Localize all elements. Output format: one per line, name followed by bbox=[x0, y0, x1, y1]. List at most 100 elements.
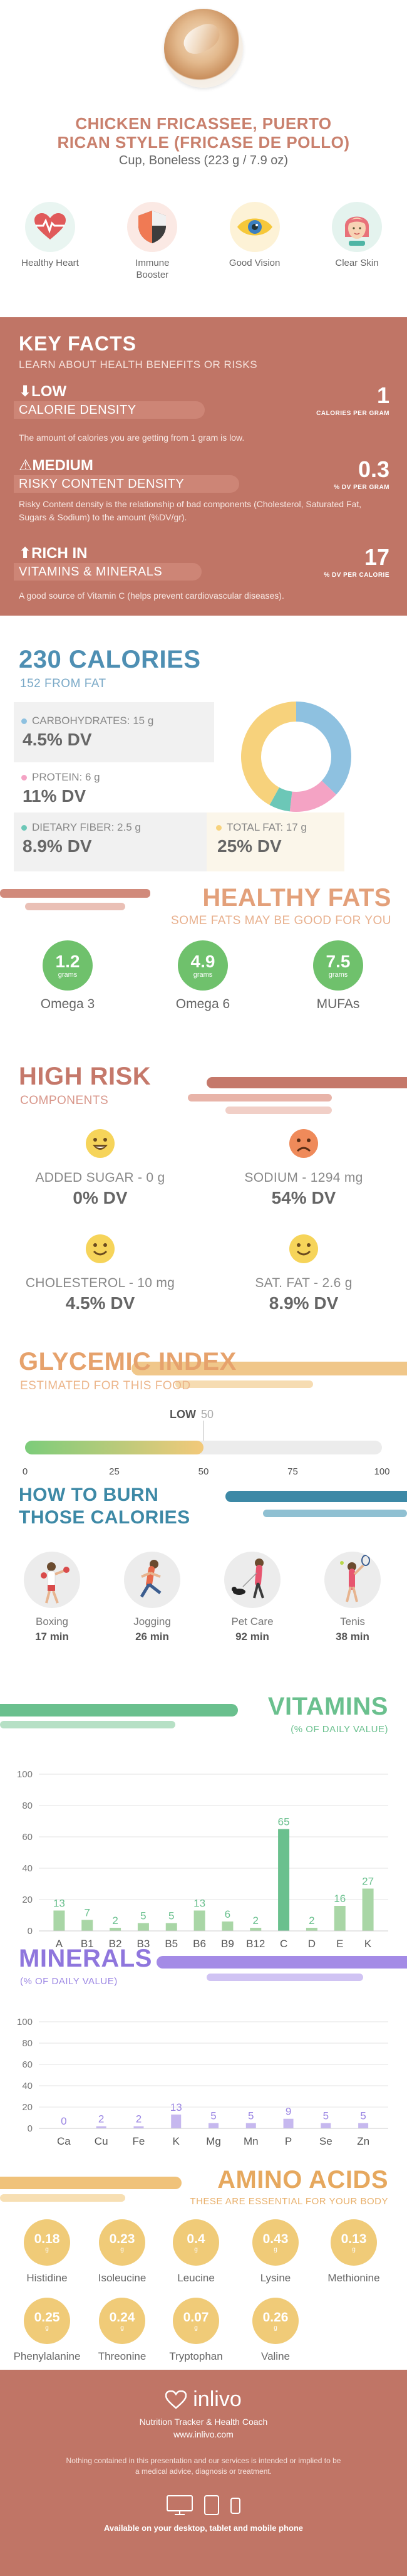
fat-unit: grams bbox=[328, 971, 348, 979]
brand-url[interactable]: www.inlivo.com bbox=[173, 2429, 234, 2439]
fat-value: 4.9 bbox=[190, 952, 215, 971]
y-tick-label: 60 bbox=[22, 2059, 33, 2070]
amino-acids-subtitle: THESE ARE ESSENTIAL FOR YOUR BODY bbox=[190, 2196, 388, 2207]
key-facts-title: KEY FACTS bbox=[19, 332, 137, 355]
y-tick-label: 80 bbox=[22, 1801, 33, 1811]
bar-value-label: 5 bbox=[248, 2110, 254, 2122]
minerals-bar-chart: 0 20 40 60 80 100 0 Ca 2 Cu 2 Fe 13 K 5 Mg 5 Mn 9 P 5 Se 5 Zn bbox=[17, 2017, 388, 2147]
risk-name: SODIUM - 1294 mg bbox=[244, 1170, 363, 1185]
bar-value-label: 65 bbox=[278, 1816, 290, 1828]
bar-B12 bbox=[250, 1928, 262, 1931]
fact-band bbox=[14, 563, 202, 581]
bar-B3 bbox=[137, 1923, 149, 1931]
benefit-label: Immune Booster bbox=[135, 258, 170, 280]
bar-value-label: 2 bbox=[253, 1915, 259, 1927]
x-tick-label: C bbox=[280, 1938, 287, 1950]
decor-bar bbox=[25, 903, 125, 910]
macro-total-fat: TOTAL FAT: 17 g 25% DV bbox=[216, 821, 307, 856]
fat-value: 1.2 bbox=[55, 952, 80, 971]
fat-unit: grams bbox=[193, 971, 213, 979]
glycemic-subtitle: ESTIMATED FOR THIS FOOD bbox=[20, 1379, 191, 1392]
donut-slice-dietary-fiber bbox=[269, 787, 292, 812]
amino-value: 0.07 bbox=[183, 2310, 209, 2325]
vitamins-bar-chart: 02040608010013A7B12B25B35B513B66B92B1265… bbox=[17, 1769, 388, 1950]
amino-name: Threonine bbox=[98, 2350, 147, 2362]
bar-value-label: 2 bbox=[136, 2113, 142, 2125]
bar-Fe bbox=[133, 2126, 144, 2128]
eye-icon bbox=[229, 202, 280, 252]
y-tick-label: 0 bbox=[28, 2123, 33, 2134]
y-tick-label: 40 bbox=[22, 1863, 33, 1874]
gauge-tick-label: 75 bbox=[287, 1466, 298, 1477]
fact-level: ⚠MEDIUM bbox=[19, 457, 93, 474]
dog-walking-icon bbox=[224, 1552, 281, 1608]
gauge-tick-label: 0 bbox=[23, 1466, 28, 1477]
donut-slice-total-fat bbox=[241, 702, 296, 806]
fact-name: VITAMINS & MINERALS bbox=[19, 565, 163, 579]
benefit-healthy-heart: Healthy Heart bbox=[16, 202, 85, 281]
bar-value-label: 13 bbox=[53, 1898, 65, 1910]
gauge-level: LOW bbox=[170, 1408, 196, 1421]
risk-name: ADDED SUGAR - 0 g bbox=[35, 1170, 165, 1185]
amino-value: 0.18 bbox=[34, 2231, 60, 2246]
x-tick-label: B6 bbox=[193, 1938, 206, 1950]
burn-title-line-2: THOSE CALORIES bbox=[19, 1507, 190, 1528]
burn-boxing: Boxing 17 min bbox=[18, 1552, 86, 1643]
serving-size: Cup, Boneless (223 g / 7.9 oz) bbox=[118, 154, 289, 167]
risk-cholesterol: CHOLESTEROL - 10 mg 4.5% DV bbox=[9, 1234, 191, 1313]
burn-time: 38 min bbox=[336, 1631, 369, 1643]
y-tick-label: 100 bbox=[17, 1769, 33, 1780]
benefits-row: Healthy Heart Immune Booster bbox=[16, 202, 391, 281]
decor-bar bbox=[0, 1721, 175, 1728]
page-title: CHICKEN FRICASSEE, PUERTO RICAN STYLE (F… bbox=[25, 114, 382, 152]
calories-title: 230 CALORIES bbox=[19, 646, 201, 673]
brand-tagline: Nutrition Tracker & Health Coach bbox=[139, 2417, 268, 2427]
x-tick-label: B5 bbox=[165, 1938, 178, 1950]
bar-E bbox=[334, 1906, 346, 1931]
bar-value-label: 27 bbox=[362, 1876, 374, 1888]
warning-icon: ⚠ bbox=[19, 457, 33, 474]
fat-unit: grams bbox=[58, 971, 78, 979]
bar-value-label: 5 bbox=[140, 1910, 146, 1922]
risk-name: SAT. FAT - 2.6 g bbox=[255, 1276, 353, 1290]
decor-bar bbox=[0, 1704, 238, 1716]
x-tick-label: A bbox=[56, 1938, 63, 1950]
amino-acid-methionine: 0.13 g Methionine bbox=[319, 2219, 388, 2284]
bar-B6 bbox=[193, 1910, 205, 1931]
title-line-1: CHICKEN FRICASSEE, PUERTO bbox=[75, 114, 332, 133]
gauge-tick-label: 25 bbox=[109, 1466, 120, 1477]
amino-acid-tryptophan: 0.07 g Tryptophan bbox=[162, 2298, 230, 2363]
amino-name: Valine bbox=[261, 2350, 290, 2362]
x-tick-label: B9 bbox=[221, 1938, 234, 1950]
amino-unit: g bbox=[194, 2324, 198, 2332]
desktop-icon bbox=[167, 2495, 193, 2515]
x-tick-label: K bbox=[173, 2135, 180, 2147]
bar-D bbox=[306, 1928, 317, 1931]
arrow-down-icon: ⬇ bbox=[19, 383, 32, 400]
amino-value: 0.13 bbox=[341, 2231, 367, 2246]
burn-time: 26 min bbox=[135, 1631, 169, 1643]
fact-unit: % DV PER CALORIE bbox=[324, 572, 389, 579]
carbs-dot-icon bbox=[21, 718, 27, 724]
benefit-label: Good Vision bbox=[229, 258, 281, 268]
y-tick-label: 40 bbox=[22, 2081, 33, 2091]
bar-B5 bbox=[165, 1923, 177, 1931]
bar-value-label: 5 bbox=[210, 2110, 216, 2122]
jogging-icon bbox=[124, 1552, 180, 1608]
macro-label: TOTAL FAT: 17 g bbox=[227, 821, 307, 833]
x-tick-label: E bbox=[336, 1938, 343, 1950]
amino-name: Phenylalanine bbox=[13, 2350, 81, 2362]
macro-protein: PROTEIN: 6 g 11% DV bbox=[21, 771, 100, 806]
happy-face-icon bbox=[86, 1129, 115, 1158]
risk-value: 8.9% DV bbox=[269, 1293, 339, 1313]
header: CHICKEN FRICASSEE, PUERTO RICAN STYLE (F… bbox=[0, 0, 407, 317]
x-tick-label: Fe bbox=[133, 2135, 145, 2147]
risk-value: 54% DV bbox=[271, 1188, 336, 1207]
x-tick-label: Mn bbox=[244, 2135, 259, 2147]
fat-omega-6: 4.9 grams Omega 6 bbox=[165, 940, 240, 1012]
macro-card-bg bbox=[14, 702, 214, 762]
glycemic-title: GLYCEMIC INDEX bbox=[19, 1348, 237, 1375]
risk-name: CHOLESTEROL - 10 mg bbox=[25, 1276, 175, 1290]
phone-icon bbox=[230, 2498, 240, 2514]
fact-name: CALORIE DENSITY bbox=[19, 403, 137, 417]
